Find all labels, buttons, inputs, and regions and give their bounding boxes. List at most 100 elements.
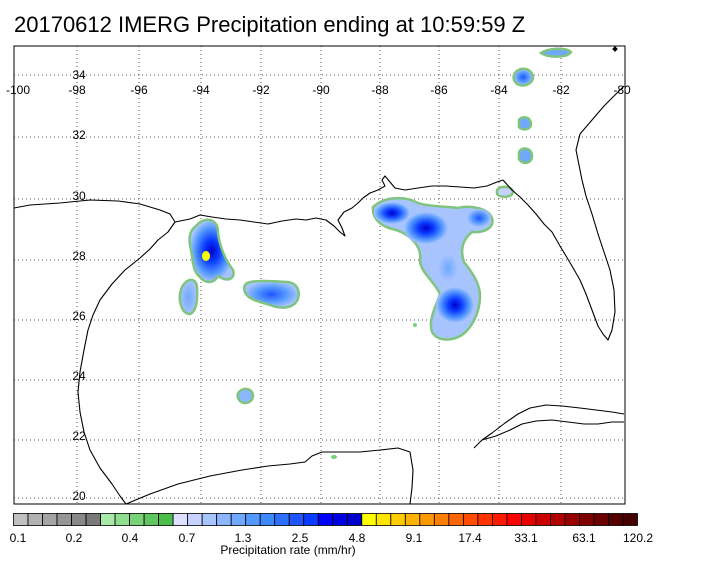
colorbar-swatch	[42, 513, 58, 526]
colorbar-label: 0.4	[121, 531, 139, 545]
colorbar-swatch	[56, 513, 72, 526]
colorbar-label: 0.2	[65, 531, 83, 545]
colorbar-swatch	[593, 513, 609, 526]
coastline-mississippi	[362, 175, 504, 199]
colorbar-swatch	[375, 513, 392, 526]
rain-cell-ne-3	[517, 115, 533, 131]
colorbar-swatch	[419, 513, 435, 526]
lon-tick-label: -84	[490, 83, 508, 97]
rain-core-east-4	[436, 287, 474, 323]
colorbar-swatch	[27, 513, 43, 526]
coastline-florida	[502, 85, 625, 341]
colorbar-label: 63.1	[572, 531, 596, 545]
lon-tick-label: -86	[430, 83, 448, 97]
colorbar-swatch	[535, 513, 551, 526]
colorbar-swatch	[477, 513, 493, 526]
coastline-cuba-south	[481, 419, 624, 441]
colorbar-swatch	[390, 513, 406, 526]
rain-cell-east-stem	[438, 254, 458, 282]
longitude-tick-labels: -100 -98 -96 -94 -92 -90 -88 -86 -84 -82 -80	[6, 83, 631, 97]
lon-tick-label: -80	[613, 83, 631, 97]
colorbar-label: 33.1	[514, 531, 538, 545]
colorbar-swatch	[550, 513, 566, 526]
colorbar-label: 0.7	[178, 531, 196, 545]
colorbar-swatch	[216, 513, 232, 526]
graticule-grid	[14, 46, 625, 504]
colorbar-swatch	[521, 513, 537, 526]
lat-tick-label: 30	[72, 189, 86, 203]
colorbar-label: 1.3	[234, 531, 252, 545]
colorbar-swatch	[288, 513, 305, 526]
colorbar-swatch	[129, 513, 145, 526]
lon-tick-label: -88	[371, 83, 389, 97]
rain-cell-west	[188, 218, 235, 284]
colorbar-swatch	[608, 513, 624, 526]
colorbar-swatch	[143, 513, 160, 526]
colorbar-swatch	[187, 513, 203, 526]
colorbar-swatch	[404, 513, 421, 526]
rain-core-west	[202, 251, 210, 261]
colorbar-label: 120.2	[622, 531, 654, 545]
colorbar-swatch	[303, 513, 319, 526]
colorbar-swatch	[100, 513, 116, 526]
colorbar-swatch	[274, 513, 290, 526]
coastlines	[14, 85, 625, 504]
colorbar-label: 4.8	[348, 531, 366, 545]
rain-cell-central	[242, 279, 300, 309]
rain-speck-1	[331, 455, 337, 459]
map-frame	[13, 45, 626, 505]
lat-tick-label: 20	[72, 489, 86, 503]
latitude-tick-labels: 34 32 30 28 26 24 22 20	[72, 68, 86, 503]
colorbar-swatch	[433, 513, 450, 526]
rain-core-east-3	[467, 209, 491, 227]
colorbar-swatch	[71, 513, 87, 526]
lon-tick-label: -96	[130, 83, 148, 97]
coastline-gulf	[14, 199, 176, 504]
coastline-louisiana	[174, 197, 364, 237]
rain-cell-south	[236, 387, 255, 405]
rain-cell-ne-4	[517, 147, 534, 165]
lat-tick-label: 26	[72, 309, 86, 323]
lat-tick-label: 32	[72, 128, 86, 142]
colorbar-swatch	[172, 513, 189, 526]
corner-marker	[612, 46, 618, 52]
lon-tick-label: -92	[252, 83, 270, 97]
colorbar-swatch	[259, 513, 276, 526]
colorbar-swatch	[158, 513, 174, 526]
colorbar-swatch	[85, 513, 101, 526]
map-plot-area	[14, 46, 625, 504]
colorbar-swatch	[332, 513, 348, 526]
colorbar-label: 0.1	[9, 531, 27, 545]
colorbar-swatch	[491, 513, 508, 526]
lon-tick-label: -98	[68, 83, 86, 97]
lon-tick-label: -94	[192, 83, 210, 97]
coastline-cuba	[473, 404, 625, 449]
colorbar	[13, 513, 638, 526]
colorbar-swatch	[201, 513, 218, 526]
lon-tick-label: -90	[312, 83, 330, 97]
rain-cell-ne-1	[538, 47, 573, 58]
colorbar-swatch	[361, 513, 377, 526]
lat-tick-label: 28	[72, 249, 86, 263]
rain-speck-2	[413, 323, 417, 327]
lat-tick-label: 24	[72, 369, 86, 383]
colorbar-swatch	[462, 513, 479, 526]
colorbar-swatch	[622, 513, 638, 526]
lon-tick-label: -82	[552, 83, 570, 97]
colorbar-title: Precipitation rate (mm/hr)	[220, 543, 356, 557]
precipitation-map: -100 -98 -96 -94 -92 -90 -88 -86 -84 -82 -80 34323…	[6, 45, 631, 505]
colorbar-label: 17.4	[458, 531, 482, 545]
colorbar-swatch	[346, 513, 363, 526]
colorbar-swatch	[13, 513, 29, 526]
colorbar-swatch	[564, 513, 580, 526]
colorbar-label: 2.5	[291, 531, 309, 545]
colorbar-swatch	[114, 513, 130, 526]
colorbar-swatch	[245, 513, 261, 526]
coastline-yucatan	[125, 447, 414, 504]
colorbar-swatch	[317, 513, 334, 526]
rain-cell-ne-5	[495, 185, 515, 198]
colorbar-label: 9.1	[405, 531, 423, 545]
rain-cell-west-south	[178, 278, 199, 316]
lat-tick-label: 22	[72, 429, 86, 443]
colorbar-swatch	[579, 513, 595, 526]
